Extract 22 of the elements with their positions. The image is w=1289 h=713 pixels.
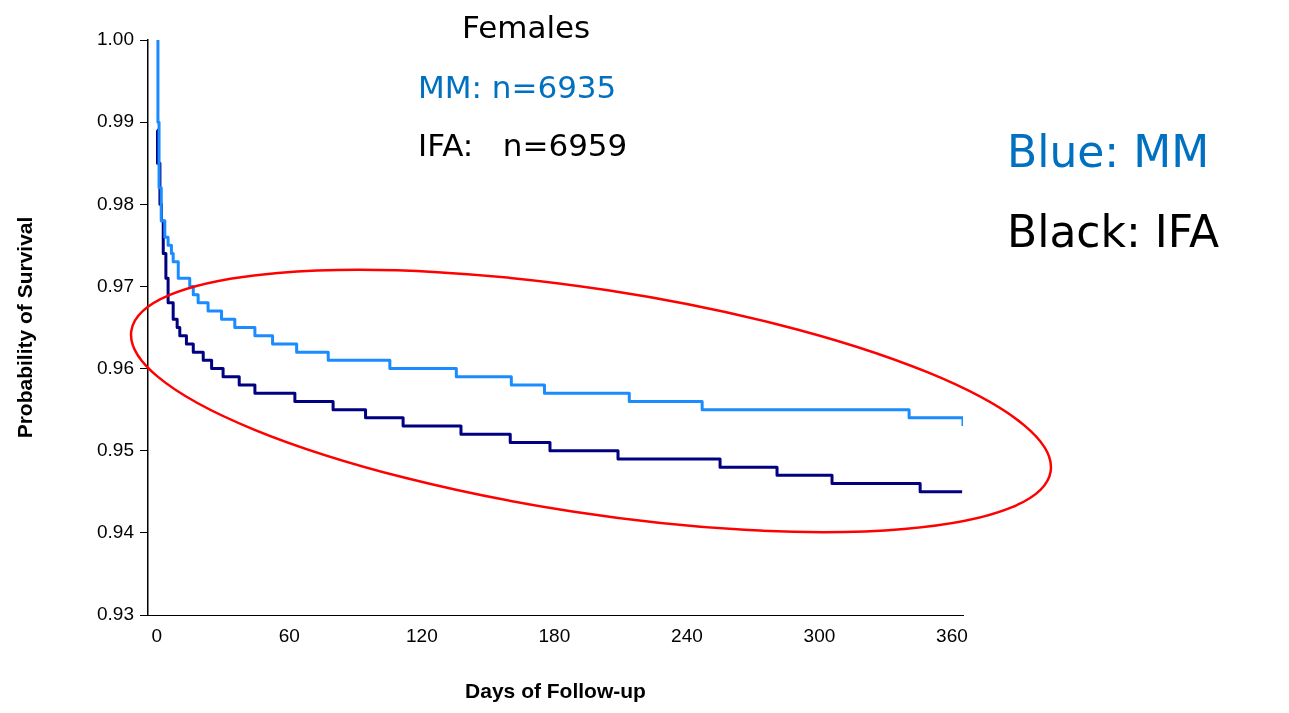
- y-tick-label: 0.95: [97, 438, 134, 460]
- y-tick-label: 0.98: [97, 192, 134, 214]
- x-tick-label: 120: [406, 624, 438, 646]
- y-tick-label: 0.97: [97, 274, 134, 296]
- y-tick-label: 0.94: [97, 521, 135, 543]
- text: Blue: MM: [1007, 126, 1210, 177]
- annotation: IFA: n=6959: [418, 127, 628, 163]
- y-tick-label: 0.99: [97, 110, 134, 132]
- y-tick-label: 0.96: [97, 356, 134, 378]
- y-tick-label: 1.00: [97, 28, 134, 50]
- y-tick-label: 0.93: [97, 603, 134, 625]
- x-tick-label: 240: [671, 624, 703, 646]
- x-tick-label: 360: [936, 624, 968, 646]
- x-axis-title: Days of Follow-up: [465, 679, 646, 703]
- x-tick-label: 300: [803, 624, 836, 646]
- chart-title: Females: [462, 9, 591, 45]
- text: MM: n=6935: [418, 69, 617, 105]
- x-tick-label: 60: [278, 624, 300, 646]
- y-axis-title: Probability of Survival: [13, 216, 37, 439]
- text: Black: IFA: [1007, 206, 1220, 257]
- x-tick-label: 180: [538, 624, 571, 646]
- x-tick-label: 0: [151, 624, 163, 646]
